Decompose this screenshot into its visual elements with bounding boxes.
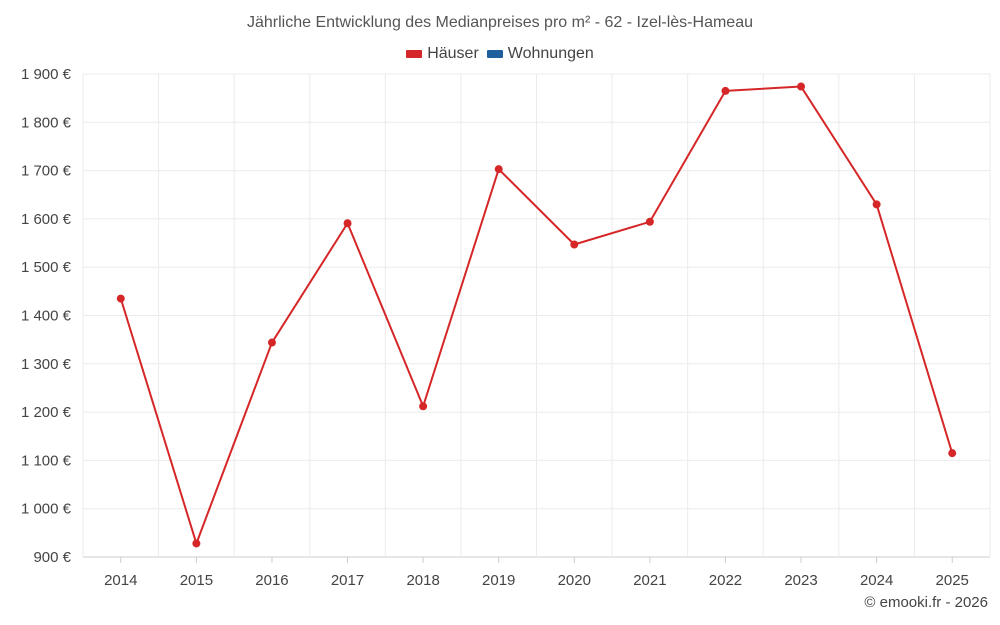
x-tick-label: 2018 (406, 572, 439, 589)
legend-label-haeuser: Häuser (427, 45, 479, 62)
series-layer (116, 82, 957, 548)
chart-title: Jährliche Entwicklung des Medianpreises … (247, 14, 753, 31)
x-tick-label: 2014 (104, 572, 137, 589)
y-tick-label: 1 600 € (21, 211, 72, 228)
data-point[interactable] (116, 294, 125, 303)
legend-swatch-haeuser (406, 50, 423, 58)
y-tick-label: 900 € (33, 549, 71, 566)
data-point[interactable] (721, 86, 730, 95)
x-tick-label: 2016 (255, 572, 288, 589)
x-tick-label: 2024 (860, 572, 893, 589)
legend-label-wohnungen: Wohnungen (507, 45, 594, 62)
data-point[interactable] (645, 217, 654, 226)
data-point[interactable] (872, 200, 881, 209)
x-tick-label: 2021 (633, 572, 666, 589)
legend: Häuser Wohnungen (0, 45, 1000, 63)
data-point[interactable] (419, 402, 428, 411)
x-tick-label: 2015 (180, 572, 213, 589)
legend-item-haeuser[interactable]: Häuser (406, 45, 479, 63)
y-tick-label: 1 700 € (21, 163, 72, 180)
x-tick-label: 2023 (784, 572, 817, 589)
y-tick-label: 1 500 € (21, 259, 72, 276)
grid-layer (82, 73, 991, 558)
y-tick-label: 1 300 € (21, 356, 72, 373)
y-tick-label: 1 400 € (21, 308, 72, 325)
data-point[interactable] (343, 219, 352, 228)
data-point[interactable] (570, 240, 579, 249)
y-tick-label: 1 000 € (21, 501, 72, 518)
credit-text: © emooki.fr - 2026 (864, 594, 988, 611)
y-tick-label: 1 200 € (21, 404, 72, 421)
legend-item-wohnungen[interactable]: Wohnungen (486, 45, 594, 63)
x-tick-label: 2025 (936, 572, 969, 589)
legend-swatch-wohnungen (486, 50, 503, 58)
data-point[interactable] (948, 449, 957, 458)
x-tick-label: 2020 (558, 572, 591, 589)
y-tick-label: 1 800 € (21, 114, 72, 131)
data-point[interactable] (192, 539, 201, 548)
x-tick-label: 2022 (709, 572, 742, 589)
x-tick-label: 2017 (331, 572, 364, 589)
y-tick-label: 1 900 € (21, 66, 72, 83)
data-point[interactable] (267, 338, 276, 347)
data-point[interactable] (797, 82, 806, 91)
series-line-0 (119, 85, 954, 545)
y-tick-label: 1 100 € (21, 452, 72, 469)
data-point[interactable] (494, 165, 503, 174)
x-tick-label: 2019 (482, 572, 515, 589)
axis-layer: 900 € 1 000 € 1 100 € 1 200 € 1 300 € 1 400 €… (21, 66, 969, 589)
